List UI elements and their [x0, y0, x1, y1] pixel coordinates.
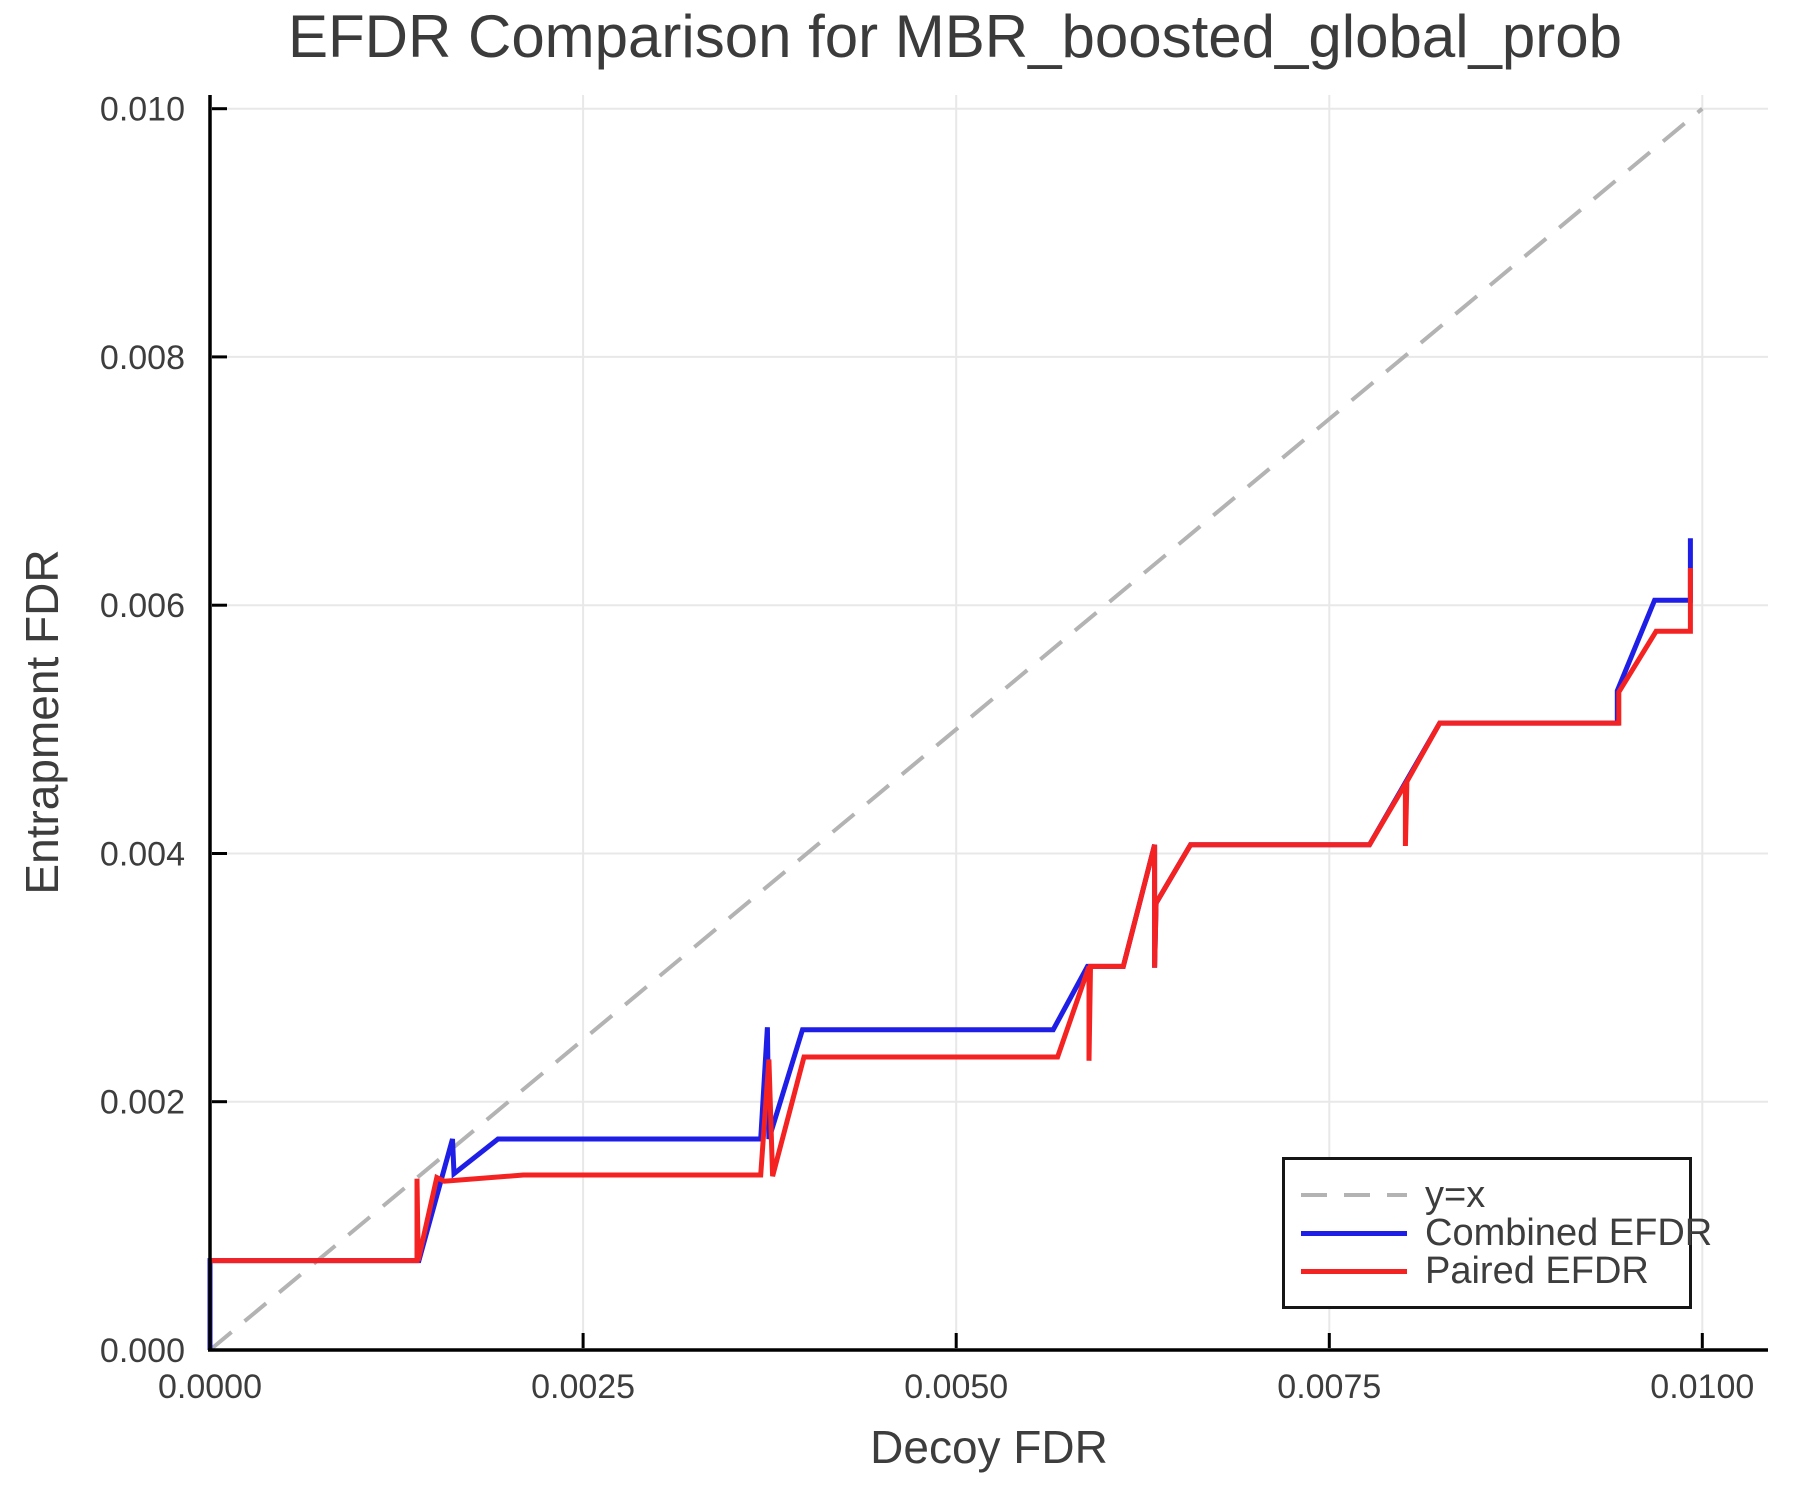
y-tick-label: 0.004	[100, 836, 185, 874]
legend: y=x Combined EFDR Paired EFDR	[1282, 1157, 1712, 1309]
series-line-y-x	[208, 107, 1704, 1352]
series-line-paired-efdr	[210, 568, 1693, 1264]
y-tick-label: 0.000	[100, 1332, 185, 1370]
legend-dashed-line-swatch	[1301, 1193, 1407, 1197]
legend-item-combined-efdr: Combined EFDR	[1285, 1214, 1712, 1252]
legend-item-yx: y=x	[1285, 1176, 1689, 1214]
legend-blue-line-swatch	[1301, 1230, 1407, 1236]
x-axis-label: Decoy FDR	[870, 1421, 1108, 1473]
x-tick-label: 0.0025	[531, 1368, 635, 1406]
y-axis-label: Entrapment FDR	[16, 549, 68, 895]
y-tick-label: 0.002	[100, 1084, 185, 1122]
y-tick-label: 0.008	[100, 339, 185, 377]
x-tick-label: 0.0000	[158, 1368, 262, 1406]
y-tick-label: 0.010	[100, 91, 185, 129]
legend-item-paired-efdr: Paired EFDR	[1285, 1252, 1689, 1290]
legend-label: y=x	[1425, 1174, 1486, 1216]
legend-label: Combined EFDR	[1425, 1212, 1713, 1254]
x-tick-label: 0.0100	[1650, 1368, 1754, 1406]
chart-title: EFDR Comparison for MBR_boosted_global_p…	[287, 3, 1622, 70]
x-tick-label: 0.0050	[904, 1368, 1008, 1406]
legend-label: Paired EFDR	[1425, 1250, 1649, 1292]
x-tick-label: 0.0075	[1277, 1368, 1381, 1406]
y-tick-label: 0.006	[100, 587, 185, 625]
legend-red-line-swatch	[1301, 1268, 1407, 1274]
